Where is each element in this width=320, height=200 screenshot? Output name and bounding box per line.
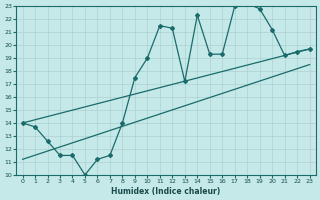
- X-axis label: Humidex (Indice chaleur): Humidex (Indice chaleur): [111, 187, 221, 196]
